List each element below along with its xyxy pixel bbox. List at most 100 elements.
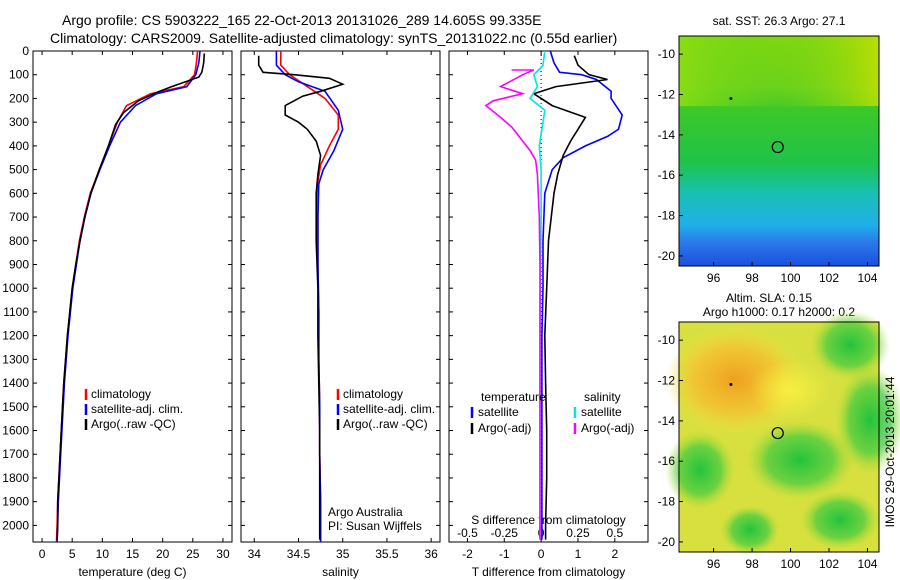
salinity-series-2-line [257, 55, 345, 540]
temperature-xtick-label: 0 [39, 547, 46, 561]
salinity-xtick-label: 36 [424, 547, 438, 561]
temperature-xtick-label: 30 [216, 547, 230, 561]
sla_map-ytick-label: -16 [658, 454, 676, 468]
temperature-ytick-label: 1600 [2, 424, 29, 438]
sst_map-ytick-label: -10 [658, 47, 676, 61]
temperature-ytick-label: 100 [9, 68, 29, 82]
sla-map-subtitle: Argo h1000: 0.17 h2000: 0.2 [703, 305, 855, 319]
temperature-ytick-label: 1900 [2, 495, 29, 509]
sla_map-ytick-label: -12 [658, 374, 676, 388]
difference-xtick-label: 0 [538, 547, 545, 561]
salinity-xtick-label: 34 [248, 547, 262, 561]
sst_map-float-marker [771, 140, 784, 154]
salinity-legend-label: climatology [343, 387, 403, 401]
difference-x2tick-label: -0.25 [491, 526, 519, 540]
temperature-panel: 0 5 10 15 20 25 30 temperature (deg C) 0 100 200 30… [2, 44, 233, 579]
sla_map-xtick-label: 98 [745, 557, 759, 571]
header-line2: Climatology: CARS2009. Satellite-adjuste… [50, 30, 617, 46]
difference-xtick-label: 2 [611, 547, 618, 561]
temperature-plot-frame [32, 50, 233, 543]
temperature-ytick-label: 900 [9, 257, 29, 271]
temperature-ytick-label: 2000 [2, 518, 29, 532]
sla_map-ytick-label: -14 [658, 414, 676, 428]
sst_map-ytick-label: -16 [658, 168, 676, 182]
sla_map-xtick-label: 102 [819, 557, 839, 571]
difference-plot-frame [448, 50, 649, 543]
sst_map-xtick-label: 100 [781, 271, 801, 285]
temperature-series-2-line [56, 53, 206, 540]
sla_map-xtick-label: 104 [857, 557, 877, 571]
sst_map-xtick-label: 96 [707, 271, 721, 285]
salinity-annotation-line: PI: Susan Wijffels [328, 519, 422, 533]
sst_map-ytick-label: -18 [658, 209, 676, 223]
temperature-ytick-label: 1700 [2, 447, 29, 461]
sst-map-field-overlay [679, 36, 879, 106]
salinity-annotation-line: Argo Australia [328, 505, 403, 519]
temperature-ytick-label: 600 [9, 186, 29, 200]
temperature-ytick-label: 700 [9, 210, 29, 224]
difference-panel: -2 -1 0 1 2 T difference from climatology -0.5… [448, 50, 649, 579]
temperature-xtick-label: 20 [156, 547, 170, 561]
difference-x2tick-label: 0.25 [566, 526, 590, 540]
difference-xtick-label: -1 [499, 547, 510, 561]
temperature-ytick-label: 1100 [3, 305, 29, 319]
temperature-ytick-label: 0 [22, 44, 29, 58]
difference-series-0-line [541, 50, 624, 540]
temperature-ytick-label: 800 [9, 234, 29, 248]
temperature-ytick-label: 400 [9, 139, 29, 153]
salinity-xtick-label: 35.5 [375, 547, 399, 561]
salinity-legend-label: satellite-adj. clim. [343, 402, 435, 416]
sla_map-float-marker [771, 426, 784, 440]
difference-xtick-label: -2 [462, 547, 473, 561]
temperature-ytick-label: 500 [9, 163, 29, 177]
difference-x2tick-label: -0.5 [457, 526, 478, 540]
sst_map-xtick-label: 104 [857, 271, 877, 285]
temperature-xtick-label: 5 [69, 547, 76, 561]
temperature-xtick-label: 15 [126, 547, 140, 561]
sst_map-ytick-label: -12 [658, 88, 676, 102]
sst_map-ytick-label: -20 [658, 249, 676, 263]
sst-map-title: sat. SST: 26.3 Argo: 27.1 [713, 14, 846, 28]
sst_map-xtick-label: 98 [745, 271, 759, 285]
difference-xtick-label: 1 [575, 547, 582, 561]
sst-map: sat. SST: 26.3 Argo: 27.1 96 98 100 102 104 -… [658, 14, 880, 285]
difference-legend-label: satellite [581, 405, 622, 419]
temperature-ytick-label: 1200 [2, 329, 29, 343]
salinity-series-0-line [279, 51, 340, 542]
temperature-legend-label: satellite-adj. clim. [91, 402, 183, 416]
sla_map-ytick-label: -18 [658, 495, 676, 509]
sla_map-ytick-label: -20 [658, 535, 676, 549]
salinity-xlabel: salinity [322, 565, 359, 579]
salinity-legend-label: Argo(..raw -QC) [343, 417, 428, 431]
temperature-xlabel: temperature (deg C) [78, 565, 186, 579]
temperature-ytick-label: 1000 [2, 281, 29, 295]
temperature-series-1-line [56, 50, 201, 543]
temperature-ytick-label: 200 [9, 91, 29, 105]
temperature-ytick-label: 300 [9, 115, 29, 129]
sla-map-border [678, 321, 880, 553]
temperature-legend-label: climatology [91, 387, 151, 401]
sla-map-title: Altim. SLA: 0.15 [726, 291, 812, 305]
temperature-xtick-label: 10 [96, 547, 110, 561]
header-line1: Argo profile: CS 5903222_165 22-Oct-2013… [62, 12, 542, 28]
difference-x2label: S difference from climatology [471, 513, 626, 527]
sst_map-xtick-label: 102 [819, 271, 839, 285]
temperature-ytick-label: 1500 [2, 400, 29, 414]
sla-map: Altim. SLA: 0.15 Argo h1000: 0.17 h2000:… [658, 291, 900, 571]
temperature-ytick-label: 1400 [2, 376, 29, 390]
difference-x2tick-label: 0.5 [606, 526, 623, 540]
sla-map-blobs [665, 310, 900, 555]
temperature-legend-label: Argo(..raw -QC) [91, 417, 176, 431]
salinity-xtick-label: 34.5 [287, 547, 311, 561]
salinity-panel: 34 34.5 35 35.5 36 salinity climatologysatelli… [240, 50, 441, 579]
sla_map-ytick-label: -10 [658, 333, 676, 347]
sla_map-xtick-label: 96 [707, 557, 721, 571]
timestamp-stamp: IMOS 29-Oct-2013 20:01:44 [883, 376, 897, 527]
sst_map-ytick-label: -14 [658, 128, 676, 142]
difference-legend-header-temperature: temperature [481, 390, 546, 404]
difference-legend-label: Argo(-adj) [478, 421, 531, 435]
temperature-ytick-label: 1300 [2, 352, 29, 366]
difference-series-1-line [531, 55, 608, 540]
difference-series-3-line [484, 69, 541, 540]
difference-legend-label: Argo(-adj) [581, 421, 634, 435]
